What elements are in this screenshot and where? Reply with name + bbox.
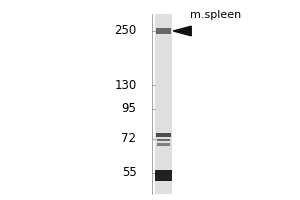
Bar — [157, 139, 170, 141]
Text: 95: 95 — [122, 102, 136, 116]
Bar — [156, 28, 171, 34]
Bar — [155, 170, 172, 180]
Text: 55: 55 — [122, 166, 136, 180]
Polygon shape — [173, 26, 191, 36]
Text: 72: 72 — [122, 132, 136, 146]
Bar — [155, 14, 172, 194]
Bar — [156, 133, 171, 137]
Text: 130: 130 — [114, 79, 136, 92]
Text: 250: 250 — [114, 24, 136, 38]
Text: m.spleen: m.spleen — [190, 10, 242, 20]
Bar — [157, 143, 170, 146]
